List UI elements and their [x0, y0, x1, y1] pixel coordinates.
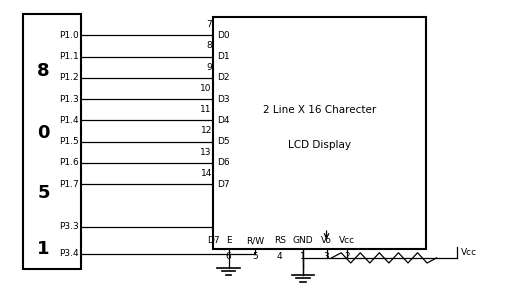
Text: P1.0: P1.0 — [59, 31, 79, 40]
Text: 13: 13 — [201, 148, 212, 157]
Text: 5: 5 — [37, 184, 50, 202]
Text: E: E — [226, 236, 231, 245]
Text: Vcc: Vcc — [339, 236, 355, 245]
Text: 9: 9 — [206, 63, 212, 72]
Text: D5: D5 — [218, 137, 230, 146]
Text: 11: 11 — [201, 105, 212, 114]
Bar — [23, 14, 82, 269]
Text: RS: RS — [274, 236, 286, 245]
Text: 10: 10 — [201, 84, 212, 93]
Text: R/W: R/W — [246, 236, 265, 245]
Text: 12: 12 — [201, 126, 212, 136]
Bar — [213, 17, 426, 249]
Text: P1.5: P1.5 — [59, 137, 79, 146]
Text: D6: D6 — [218, 158, 230, 167]
Text: GND: GND — [293, 236, 313, 245]
Text: P3.3: P3.3 — [59, 222, 79, 231]
Text: P1.6: P1.6 — [59, 158, 79, 167]
Text: P1.7: P1.7 — [59, 180, 79, 189]
Text: Vo: Vo — [321, 236, 332, 245]
Text: D1: D1 — [218, 52, 230, 61]
Text: LCD Display: LCD Display — [288, 140, 351, 149]
Text: 7: 7 — [206, 20, 212, 29]
Text: 2: 2 — [344, 252, 350, 261]
Text: 6: 6 — [226, 252, 231, 261]
Text: D2: D2 — [218, 73, 230, 82]
Text: D7: D7 — [218, 180, 230, 189]
Text: P1.1: P1.1 — [59, 52, 79, 61]
Text: D7: D7 — [207, 236, 220, 245]
Text: 2 Line X 16 Charecter: 2 Line X 16 Charecter — [263, 105, 377, 116]
Text: P1.4: P1.4 — [60, 116, 79, 125]
Text: P3.4: P3.4 — [60, 249, 79, 258]
Text: D3: D3 — [218, 95, 230, 104]
Text: 8: 8 — [206, 41, 212, 50]
Text: 4: 4 — [277, 252, 283, 261]
Text: 3: 3 — [324, 252, 329, 261]
Text: 8: 8 — [37, 62, 50, 80]
Text: 1: 1 — [300, 252, 306, 261]
Text: 14: 14 — [201, 169, 212, 178]
Text: D0: D0 — [218, 31, 230, 40]
Text: D4: D4 — [218, 116, 230, 125]
Text: P1.2: P1.2 — [60, 73, 79, 82]
Text: 0: 0 — [37, 124, 50, 142]
Text: 5: 5 — [252, 252, 259, 261]
Text: 1: 1 — [37, 240, 50, 258]
Text: P1.3: P1.3 — [59, 95, 79, 104]
Text: Vcc: Vcc — [461, 248, 477, 257]
